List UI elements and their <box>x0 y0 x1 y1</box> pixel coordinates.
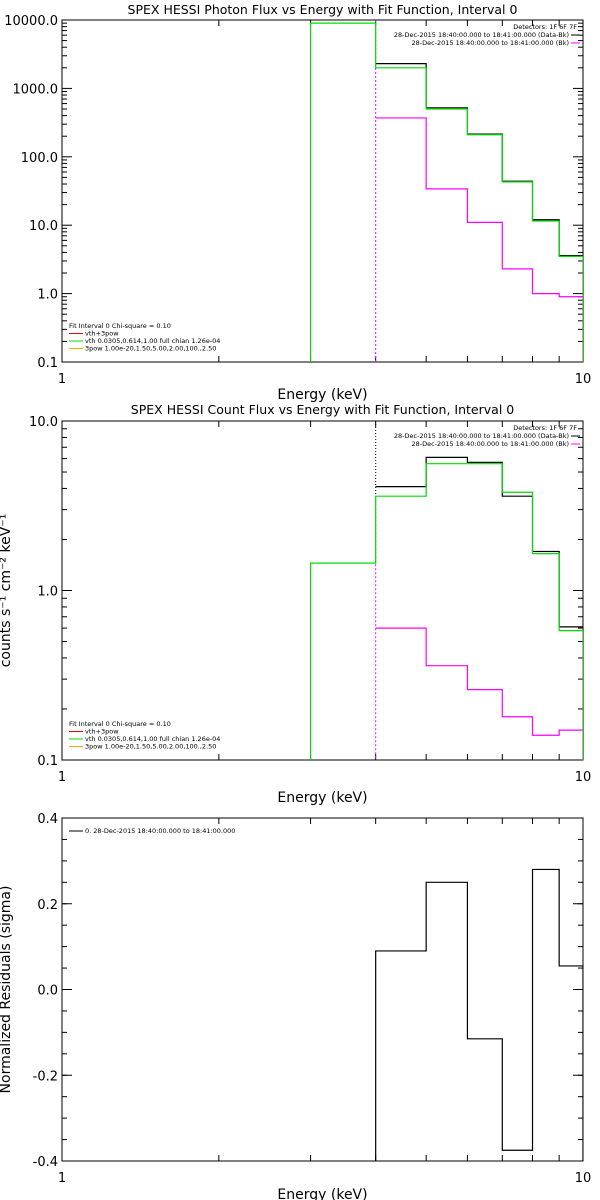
y-tick-label: 0.1 <box>37 754 58 769</box>
legend-entry: vth 0.0305,0.614,1.00 full chian 1.26e-0… <box>85 735 220 743</box>
legend-entry: 3pow 1.00e-20,1.50,5.00,2.00,100.,2.50 <box>85 345 216 353</box>
detectors-label: Detectors: 1F 6F 7F <box>513 23 577 31</box>
data-area <box>375 868 583 1161</box>
plot-frame <box>61 817 584 1162</box>
legend-entry: vth+3pow <box>85 728 119 736</box>
series-line-1 <box>375 456 583 628</box>
y-tick-label: 0.4 <box>37 812 58 827</box>
y-tick-label: 10000.0 <box>4 14 58 29</box>
chart-title: SPEX HESSI Photon Flux vs Energy with Fi… <box>128 2 518 17</box>
y-axis-ticks: 10.0 1.0 0.1 <box>29 415 583 769</box>
series-line-1 <box>375 868 583 1161</box>
y-tick-label: 10.0 <box>29 415 58 430</box>
data-area <box>309 421 583 760</box>
y-tick-label: 1.0 <box>37 585 58 600</box>
x-axis-ticks: 1 10 <box>58 421 591 785</box>
y-tick-label: 0.0 <box>37 984 58 999</box>
x-axis-ticks: 1 10 <box>58 20 591 387</box>
info-entry: 28-Dec-2015 18:40:00.000 to 18:41:00.000… <box>412 39 570 47</box>
info-entry: 28-Dec-2015 18:40:00.000 to 18:41:00.000… <box>394 31 569 39</box>
plot-frame <box>61 420 584 761</box>
legend-entry: vth+3pow <box>85 330 119 338</box>
legend: Fit Interval 0 Chi-square = 0.10vth+3pow… <box>69 720 220 751</box>
chart-2: SPEX HESSI Count Flux vs Energy with Fit… <box>0 402 591 806</box>
data-area <box>309 20 583 362</box>
series-line-3 <box>309 463 583 760</box>
legend-entry: 3pow 1.00e-20,1.50,5.00,2.00,100.,2.50 <box>85 743 216 751</box>
y-tick-label: 1.0 <box>37 288 58 303</box>
plot-frame <box>61 19 584 363</box>
legend: Fit Interval 0 Chi-square = 0.10vth+3pow… <box>69 322 220 353</box>
x-axis-label: Energy (keV) <box>277 1187 367 1200</box>
info-entry: 28-Dec-2015 18:40:00.000 to 18:41:00.000… <box>394 432 569 440</box>
y-tick-label: -0.4 <box>33 1155 58 1170</box>
series-line-2 <box>375 117 583 298</box>
x-tick-label: 1 <box>58 1171 66 1186</box>
detectors-label: Detectors: 1F 6F 7F <box>513 424 577 432</box>
x-tick-label: 1 <box>58 372 66 387</box>
legend-entry: 0. 28-Dec-2015 18:40:00.000 to 18:41:00.… <box>85 827 235 835</box>
y-axis-label: Normalized Residuals (sigma) <box>0 886 14 1094</box>
y-tick-label: -0.2 <box>33 1069 58 1084</box>
series-line-3 <box>309 22 583 362</box>
x-axis-ticks: 1 10 <box>58 818 591 1186</box>
y-tick-label: 10.0 <box>29 219 58 234</box>
series-line-2 <box>375 627 583 736</box>
y-axis-ticks: 10000.0 1000.0 100.0 10.0 1.0 0.1 <box>4 14 583 371</box>
y-tick-label: 100.0 <box>21 151 58 166</box>
x-axis-label: Energy (keV) <box>277 387 367 403</box>
legend-header: Fit Interval 0 Chi-square = 0.10 <box>69 322 171 330</box>
series-line-1 <box>375 63 583 257</box>
x-tick-label: 10 <box>575 1171 592 1186</box>
x-axis-label: Energy (keV) <box>277 790 367 806</box>
chart-title: SPEX HESSI Count Flux vs Energy with Fit… <box>131 402 514 417</box>
x-tick-label: 10 <box>575 372 592 387</box>
y-axis-label: counts s⁻¹ cm⁻² keV⁻¹ <box>0 514 14 668</box>
y-tick-label: 0.2 <box>37 898 58 913</box>
chart-1: SPEX HESSI Photon Flux vs Energy with Fi… <box>4 2 591 403</box>
x-tick-label: 10 <box>575 770 592 785</box>
legend: 0. 28-Dec-2015 18:40:00.000 to 18:41:00.… <box>69 827 235 835</box>
y-axis-ticks: 0.4 0.2 0.0 -0.2 -0.4 <box>33 812 583 1170</box>
x-tick-label: 1 <box>58 770 66 785</box>
chart-3: 0.4 0.2 0.0 -0.2 -0.41 10 Energy (keV) Normaliz… <box>0 812 591 1200</box>
y-tick-label: 1000.0 <box>13 82 59 97</box>
legend-header: Fit Interval 0 Chi-square = 0.10 <box>69 720 171 728</box>
legend-entry: vth 0.0305,0.614,1.00 full chian 1.26e-0… <box>85 337 220 345</box>
info-entry: 28-Dec-2015 18:40:00.000 to 18:41:00.000… <box>412 440 570 448</box>
y-tick-label: 0.1 <box>37 356 58 371</box>
